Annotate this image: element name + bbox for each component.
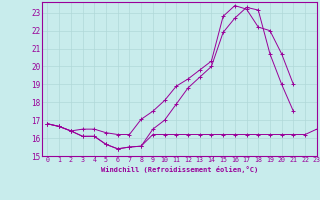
X-axis label: Windchill (Refroidissement éolien,°C): Windchill (Refroidissement éolien,°C) <box>100 166 258 173</box>
